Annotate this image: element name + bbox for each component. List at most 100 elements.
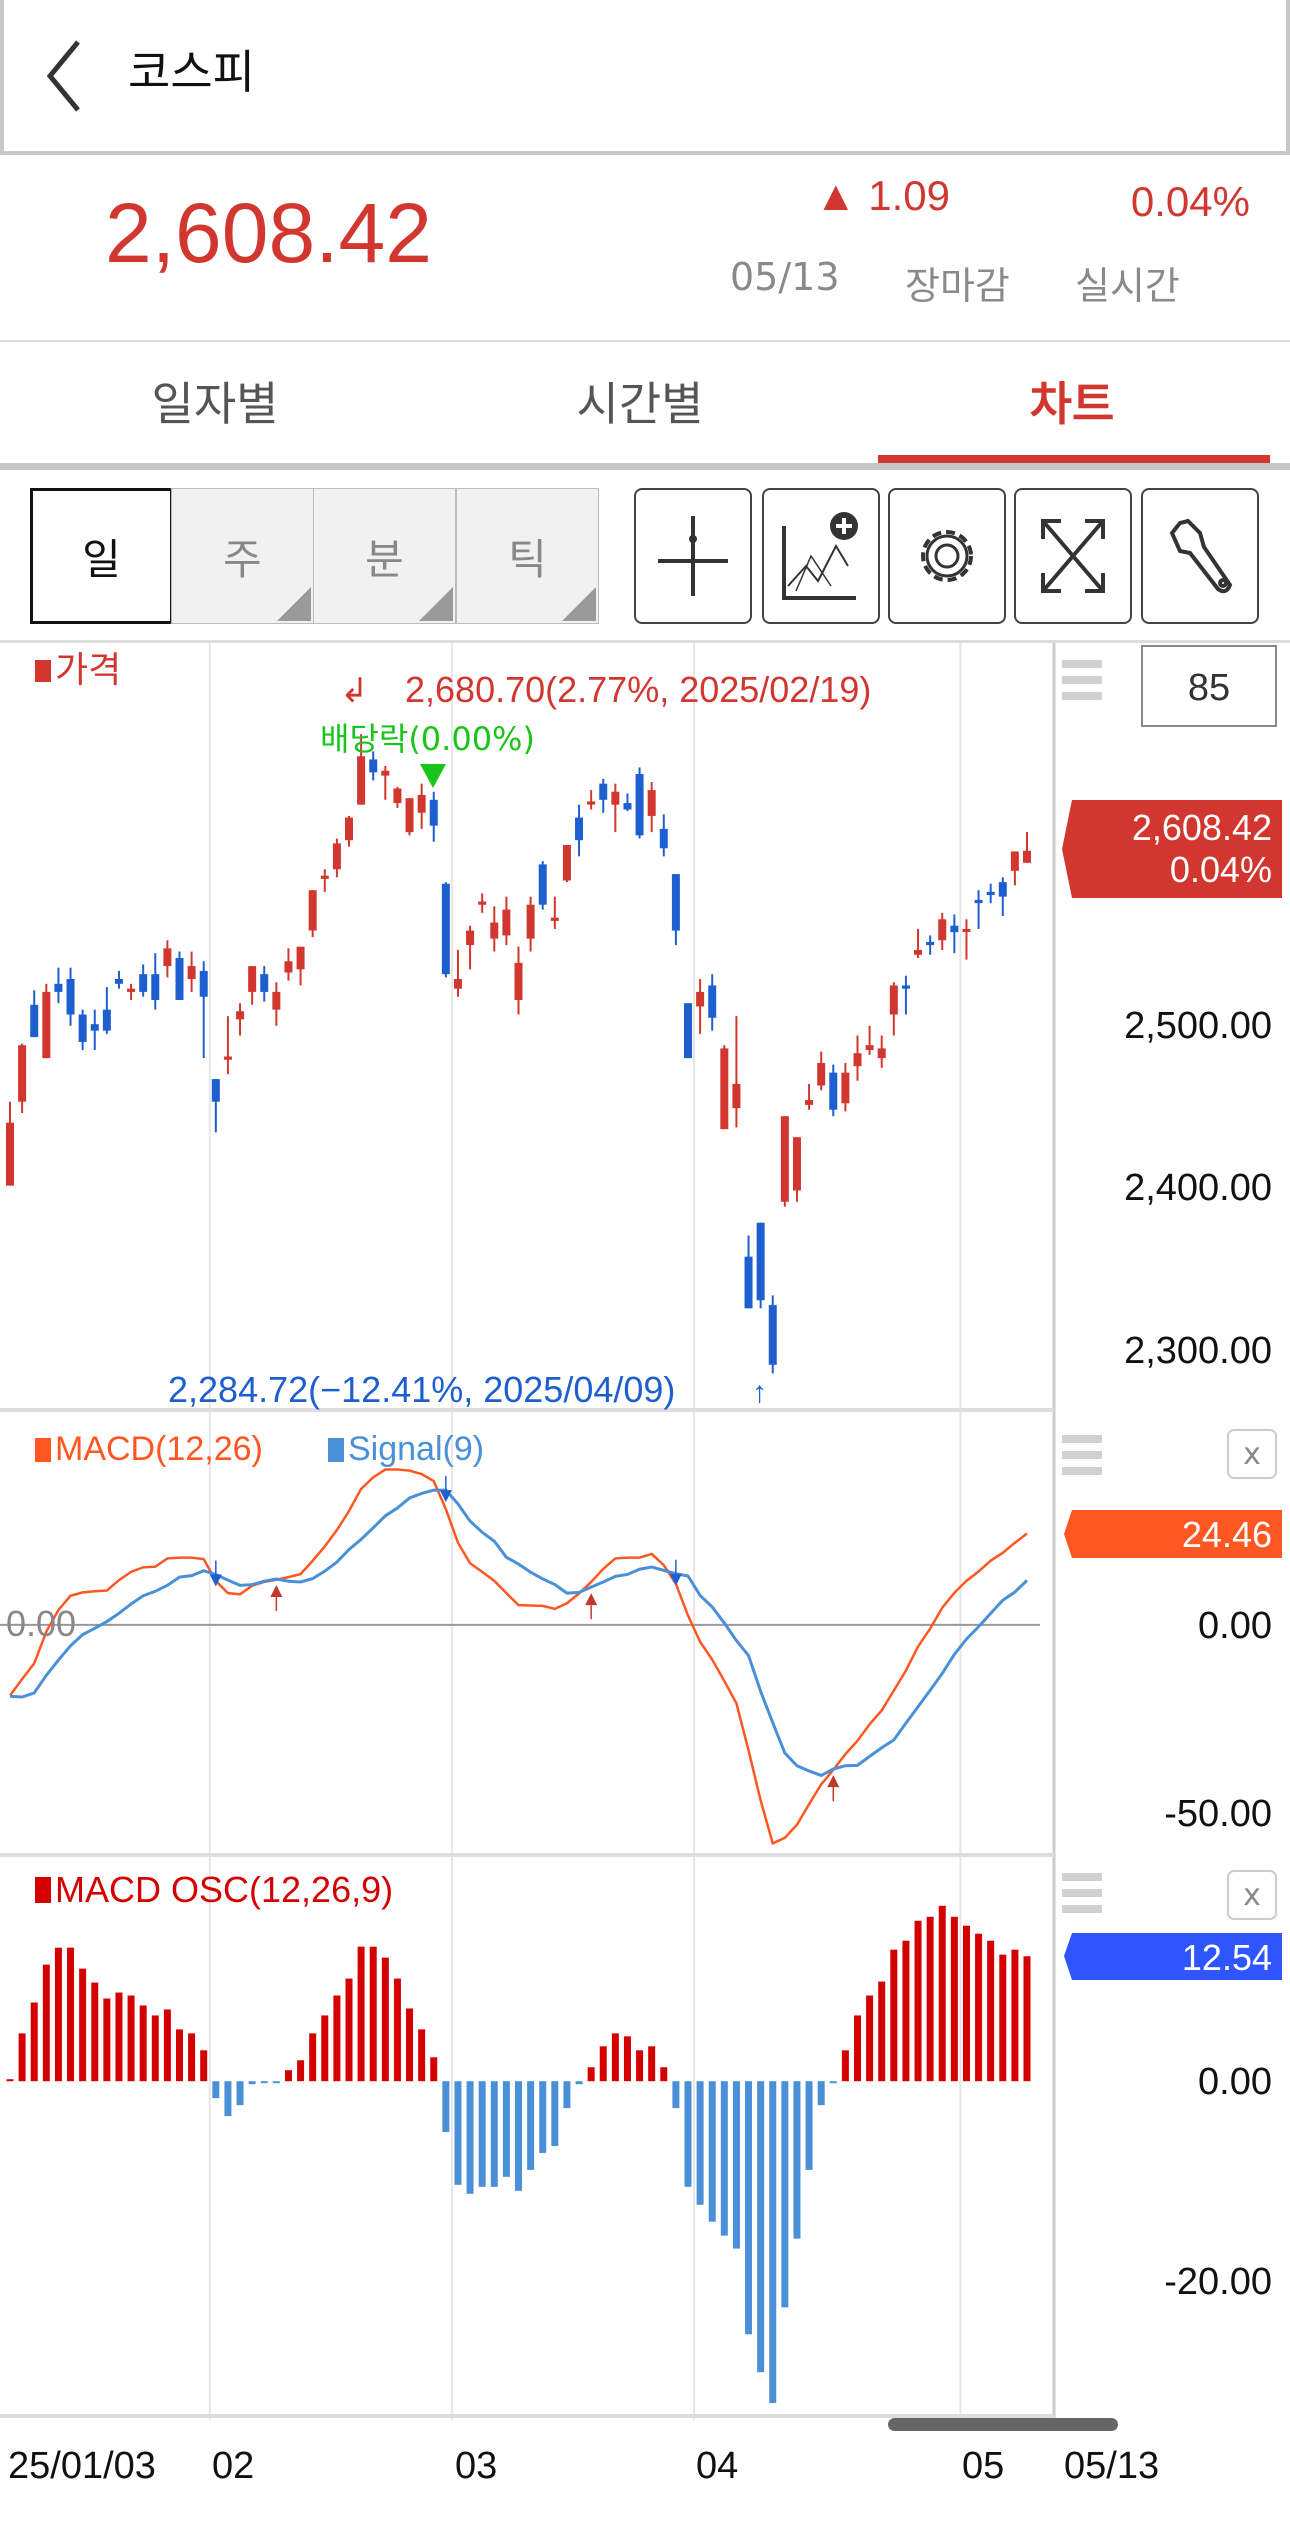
dropdown-corner-icon — [277, 587, 311, 621]
tab-hourly[interactable]: 시간별 — [576, 377, 704, 431]
candle — [926, 935, 935, 955]
candle-body — [756, 1222, 765, 1301]
candle-body — [478, 901, 487, 905]
chevron-left-icon[interactable] — [44, 38, 84, 114]
candle-body — [90, 1024, 99, 1031]
osc-bar — [539, 2081, 547, 2153]
candle-body — [30, 1004, 39, 1038]
candle-body — [550, 917, 559, 921]
candle-body — [938, 919, 947, 941]
candle-body — [562, 845, 571, 881]
osc-bar — [42, 1964, 50, 2082]
tab-chart[interactable]: 차트 — [1029, 377, 1115, 431]
menu-icon[interactable] — [1062, 1435, 1102, 1475]
candle-body — [805, 1100, 814, 1105]
osc-bar — [745, 2081, 753, 2335]
osc-bar — [805, 2081, 813, 2170]
x-current-date: 05/13 — [1064, 2445, 1160, 2487]
candle-body — [102, 1009, 111, 1031]
wrench-icon — [1169, 518, 1233, 594]
menu-icon[interactable] — [1062, 1873, 1102, 1913]
candle-count-box[interactable] — [1141, 645, 1277, 727]
candle-body — [151, 974, 160, 1000]
period-tick-button[interactable]: 틱 — [456, 488, 599, 624]
price-ytick: 2,500.00 — [1124, 1005, 1272, 1047]
candle-body — [514, 962, 523, 1000]
change-rate: 0.04% — [1130, 178, 1250, 225]
candle — [889, 982, 898, 1036]
price-legend-swatch — [35, 660, 51, 682]
osc-bar — [720, 2081, 728, 2236]
candle-body — [211, 1079, 220, 1102]
dead-cross-marker-icon — [669, 1573, 682, 1586]
candle — [986, 883, 995, 904]
dropdown-corner-icon — [419, 587, 453, 621]
candle — [6, 1101, 14, 1186]
candle — [18, 1043, 27, 1113]
menu-icon[interactable] — [1062, 660, 1102, 700]
close-icon: x — [1243, 1437, 1261, 1472]
candle — [405, 798, 414, 836]
chart-scrollbar[interactable] — [888, 2418, 1118, 2431]
candle-body — [284, 961, 293, 973]
osc-bar — [890, 1949, 898, 2082]
price-legend: 가격 — [55, 650, 121, 691]
tools-button[interactable] — [1141, 488, 1259, 624]
candle-body — [357, 756, 366, 805]
tab-daily[interactable]: 일자별 — [151, 377, 279, 431]
candle-body — [308, 890, 317, 931]
osc-bar — [708, 2081, 716, 2222]
last-price-tag — [1062, 800, 1282, 898]
expand-button[interactable] — [1014, 488, 1132, 624]
candle-body — [332, 843, 341, 870]
candle — [962, 919, 971, 960]
osc-bar — [732, 2081, 740, 2249]
osc-bar — [333, 1995, 341, 2082]
candle — [296, 946, 305, 986]
osc-bar — [975, 1933, 983, 2082]
close-macd-button[interactable] — [1227, 1429, 1277, 1479]
osc-bar — [309, 2033, 317, 2082]
osc-bar — [950, 1916, 958, 2082]
candle-body — [817, 1062, 826, 1086]
osc-bar — [527, 2081, 535, 2170]
candle — [441, 882, 450, 978]
settings-button[interactable] — [888, 488, 1006, 624]
osc-bar — [575, 2081, 583, 2085]
candle-body — [369, 759, 378, 773]
osc-bar — [91, 1982, 99, 2082]
osc-bar — [841, 2050, 849, 2082]
crosshair-button[interactable] — [634, 488, 752, 624]
candle — [659, 814, 668, 857]
chart-area[interactable]: 가격 85 ↲ 2,680.70(2.77%, 2025/02/19) 배당락(… — [0, 640, 1290, 2420]
price-ytick: 2,300.00 — [1124, 1330, 1272, 1372]
close-osc-button[interactable] — [1227, 1870, 1277, 1920]
candle — [829, 1064, 838, 1117]
period-week-button[interactable]: 주 — [171, 488, 314, 624]
candle-body — [671, 874, 680, 931]
last-price-tag-value: 2,608.42 — [1132, 807, 1272, 848]
osc-bar — [454, 2081, 462, 2185]
dead-cross-marker-icon — [209, 1574, 222, 1587]
osc-bar — [829, 2081, 837, 2084]
candle — [381, 765, 390, 800]
candle-body — [962, 928, 971, 932]
price-ytick: 2,400.00 — [1124, 1167, 1272, 1209]
osc-bar — [587, 2067, 595, 2082]
add-indicator-button[interactable] — [762, 488, 880, 624]
high-annotation: 2,680.70(2.77%, 2025/02/19) — [405, 669, 871, 710]
candle-body — [417, 794, 426, 813]
golden-cross-marker-icon — [585, 1593, 598, 1606]
candle-body — [986, 891, 995, 896]
period-day-button[interactable]: 일 — [30, 488, 173, 624]
page-title: 코스피 — [128, 45, 255, 99]
candle — [599, 778, 608, 813]
candle — [187, 951, 196, 992]
expand-icon — [1041, 519, 1105, 593]
osc-bar — [611, 2033, 619, 2082]
candle — [429, 791, 438, 842]
candle — [90, 1009, 99, 1051]
period-minute-button[interactable]: 분 — [313, 488, 456, 624]
candle — [950, 914, 959, 954]
macd-value-tag — [1064, 1510, 1282, 1558]
